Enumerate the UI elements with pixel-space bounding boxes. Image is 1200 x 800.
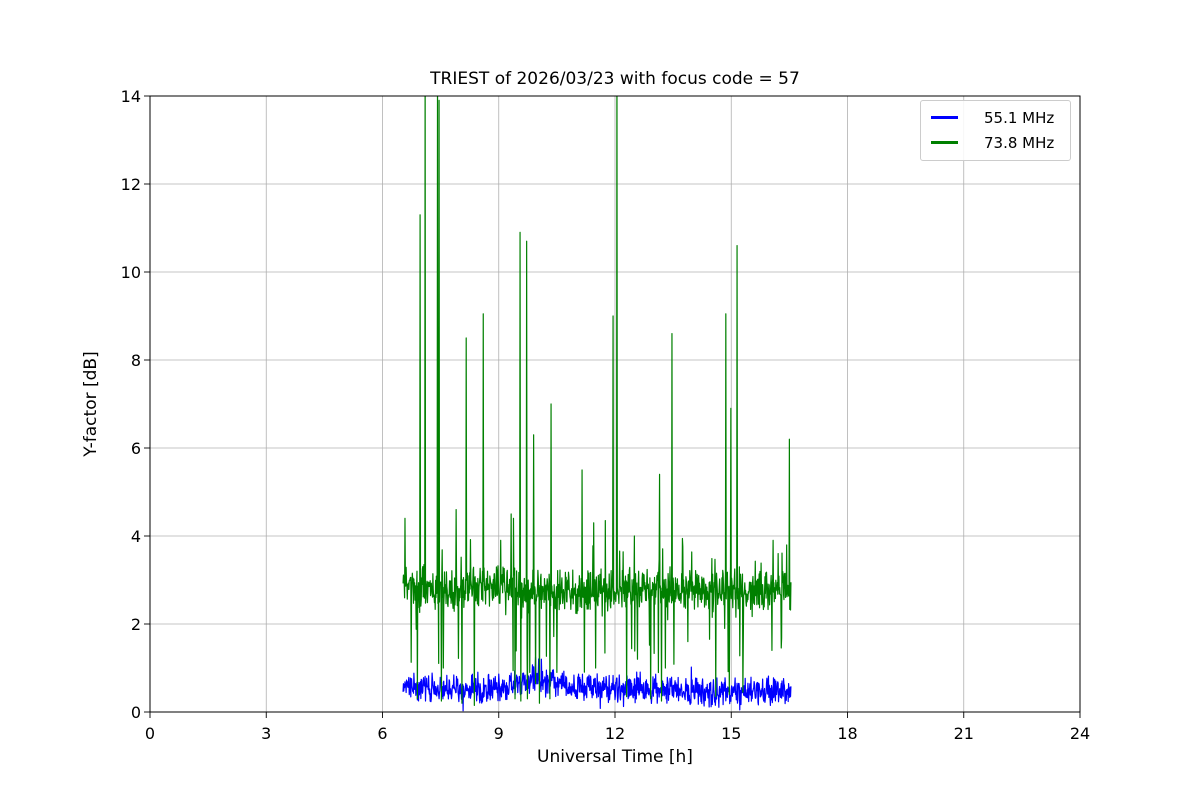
- legend-label-73-8mhz: 73.8 MHz: [984, 133, 1055, 152]
- legend: 55.1 MHz 73.8 MHz: [920, 100, 1071, 161]
- legend-line-sample-55-1mhz: [931, 116, 958, 119]
- x-tick-label: 3: [261, 724, 271, 743]
- legend-entry-73-8mhz: 73.8 MHz: [931, 133, 1060, 152]
- y-axis-label: Y-factor [dB]: [81, 351, 101, 457]
- plot-border: [149, 95, 1081, 713]
- x-tick-label: 21: [954, 724, 974, 743]
- x-axis-label: Universal Time [h]: [537, 747, 693, 767]
- y-tick-label: 12: [121, 175, 141, 194]
- x-tick-label: 9: [494, 724, 504, 743]
- y-tick-label: 2: [131, 615, 141, 634]
- y-tick-label: 8: [131, 351, 141, 370]
- y-tick-label: 6: [131, 439, 141, 458]
- y-tick-label: 14: [121, 87, 141, 106]
- x-tick-label: 6: [377, 724, 387, 743]
- y-tick-label: 10: [121, 263, 141, 282]
- x-tick-label: 0: [145, 724, 155, 743]
- grid-layer: [149, 95, 1081, 713]
- x-tick-label: 15: [721, 724, 741, 743]
- legend-line-sample-73-8mhz: [931, 141, 958, 144]
- x-tick-label: 18: [837, 724, 857, 743]
- legend-entry-55-1mhz: 55.1 MHz: [931, 108, 1060, 127]
- y-tick-label: 0: [131, 703, 141, 722]
- x-tick-label: 24: [1070, 724, 1090, 743]
- y-tick-label: 4: [131, 527, 141, 546]
- x-tick-label: 12: [605, 724, 625, 743]
- legend-label-55-1mhz: 55.1 MHz: [984, 108, 1055, 127]
- series-line-0: [402, 656, 792, 712]
- series-layer: [402, 96, 792, 712]
- chart-title: TRIEST of 2026/03/23 with focus code = 5…: [429, 69, 800, 89]
- series-line-1: [402, 96, 792, 706]
